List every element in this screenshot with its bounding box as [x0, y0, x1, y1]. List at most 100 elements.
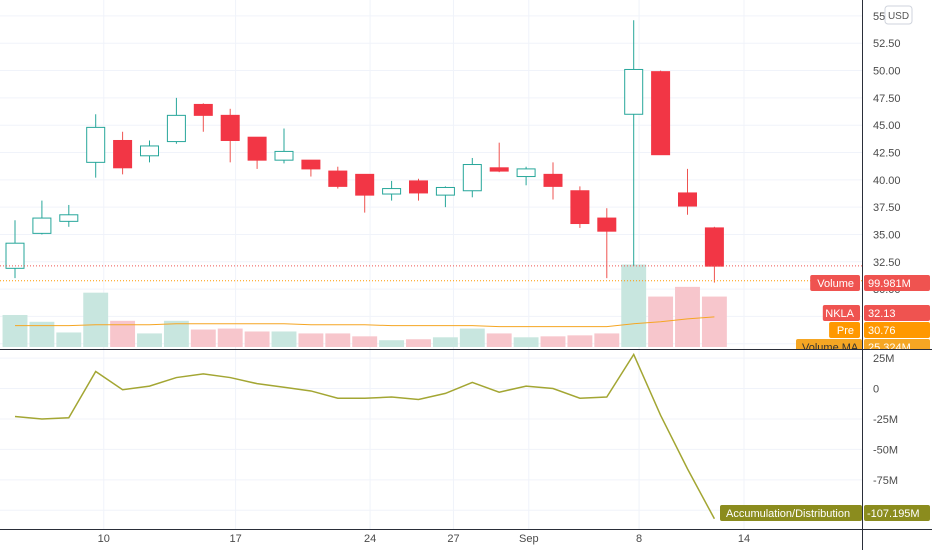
adl-tick-label: 0 — [873, 384, 879, 396]
volume-tag-label-bg — [810, 275, 860, 291]
symbol-tag-label-bg — [822, 305, 860, 321]
volume-bar — [432, 337, 458, 347]
adl-tag-value: -107.195M — [867, 508, 920, 520]
volume-bar — [217, 328, 243, 347]
volume-tag-label: Volume — [817, 278, 854, 290]
candle-body — [543, 173, 563, 187]
candle-body — [516, 168, 536, 178]
volume-tag-value-bg — [864, 275, 930, 291]
volume-bar — [540, 336, 566, 347]
overlay-lines — [0, 265, 862, 328]
volume-ma-tag-label: Volume MA — [802, 342, 859, 354]
time-tick-label: 27 — [447, 533, 459, 545]
candle-body — [462, 164, 482, 192]
adl-tag-value-bg — [864, 505, 930, 521]
candle-body — [651, 71, 671, 156]
volume-bar — [675, 286, 700, 347]
candle-body — [382, 188, 402, 195]
candle-body — [113, 139, 133, 169]
candle-body — [328, 170, 348, 187]
volume-bar — [352, 336, 378, 347]
volume-bar — [271, 331, 297, 347]
volume-bar — [83, 292, 109, 347]
candle-body — [489, 167, 509, 172]
adl-tick-label: 25M — [873, 353, 894, 365]
adl-tick-label: -75M — [873, 475, 898, 487]
candle-body — [59, 214, 79, 222]
volume-bar — [406, 339, 431, 347]
symbol-tag-label: NKLA — [825, 308, 854, 320]
volume-bar — [325, 333, 351, 347]
candle-body — [247, 136, 267, 161]
candle-body — [704, 227, 724, 267]
volume-bar — [190, 329, 216, 347]
price-tick-label: 50.00 — [873, 66, 901, 78]
price-tick-label: 47.50 — [873, 93, 901, 105]
candles-layer — [5, 20, 724, 283]
adl-tick-label: -50M — [873, 444, 898, 456]
volume-bar — [137, 333, 162, 347]
candle-body — [32, 217, 52, 234]
volume-bar — [244, 331, 270, 347]
volume-bar — [379, 340, 405, 347]
price-tick-label: 40.00 — [873, 175, 901, 187]
volume-tag-value: 99.981M — [868, 278, 911, 290]
candle-body — [409, 180, 428, 194]
volume-bar — [567, 335, 593, 347]
time-tick-label: 10 — [98, 533, 110, 545]
volume-bar — [594, 333, 620, 347]
currency-badge — [884, 5, 913, 25]
candle-body — [624, 68, 644, 115]
time-tick-label: Sep — [519, 533, 539, 545]
price-tags: Volume 99.981M NKLA 32.13 Pre 30.76 Volume MA 2… — [720, 275, 930, 521]
volume-bar — [486, 333, 512, 347]
symbol-tag-value: 32.13 — [868, 308, 896, 320]
time-tick-label: 17 — [229, 533, 241, 545]
candle-body — [140, 145, 159, 157]
candle-body — [86, 126, 106, 163]
symbol-tag-value-bg — [864, 305, 930, 321]
price-tick-label: 55 — [873, 11, 885, 23]
price-tick-label: 32.50 — [873, 257, 901, 269]
pre-tag-label: Pre — [837, 325, 854, 337]
adl-tag-label: Accumulation/Distribution — [726, 508, 850, 520]
price-tick-label: 37.50 — [873, 202, 901, 214]
volume-ma-tag-value: 25.324M — [868, 342, 911, 354]
time-tick-label: 14 — [738, 533, 750, 545]
volume-bar — [621, 264, 647, 347]
candle-body — [435, 186, 455, 196]
candle-body — [301, 159, 321, 170]
price-tick-label: 52.50 — [873, 38, 901, 50]
candle-body — [570, 190, 590, 225]
price-tick-label: 35.00 — [873, 229, 901, 241]
candle-body — [274, 150, 294, 161]
volume-bar — [2, 314, 28, 347]
volume-bar — [298, 333, 324, 347]
volume-ma-tag-value-bg — [864, 339, 930, 349]
volume-bar — [701, 296, 727, 347]
volume-bar — [459, 328, 485, 347]
accumulation-distribution-panel — [14, 352, 716, 520]
candle-body — [597, 217, 617, 232]
currency-label: USD — [888, 11, 909, 22]
volume-ma-tag-label-bg — [796, 339, 862, 349]
candle-body — [355, 173, 375, 196]
adl-tag-label-bg — [720, 505, 862, 521]
candle-body — [5, 242, 25, 269]
grid-lines — [0, 0, 862, 530]
time-tick-label: 8 — [636, 533, 642, 545]
time-tick-label: 24 — [364, 533, 376, 545]
volume-bars — [2, 264, 727, 347]
volume-bar — [163, 320, 189, 347]
candle-body — [166, 114, 186, 143]
pre-tag-label-bg — [829, 322, 860, 338]
volume-bar — [513, 337, 539, 347]
pre-tag-value: 30.76 — [868, 325, 896, 337]
candle-body — [220, 114, 240, 141]
candle-body — [193, 103, 213, 116]
candle-body — [678, 192, 697, 207]
price-tick-label: 42.50 — [873, 148, 901, 160]
